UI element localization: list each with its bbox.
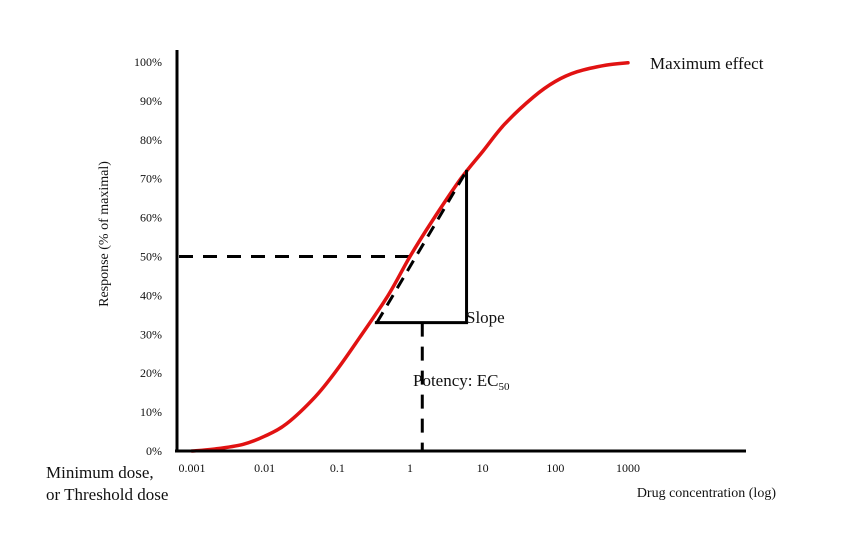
y-tick-labels: 0% 10% 20% 30% 40% 50% 60% 70% 80% 90% 100% [134, 55, 162, 458]
y-tick-label: 70% [140, 172, 162, 186]
y-tick-label: 30% [140, 327, 162, 341]
slope-triangle [374, 169, 469, 325]
potency-label-text: Potency: EC [413, 371, 498, 390]
potency-label-subscript: 50 [498, 381, 510, 393]
maximum-effect-label: Maximum effect [650, 54, 764, 73]
slope-dashed-tangent [375, 170, 468, 324]
x-tick-label: 1000 [616, 461, 640, 475]
x-tick-label: 100 [546, 461, 564, 475]
minimum-dose-label-line2: or Threshold dose [46, 485, 168, 504]
y-tick-label: 10% [140, 405, 162, 419]
x-tick-label: 0.001 [179, 461, 206, 475]
x-tick-label: 0.01 [254, 461, 275, 475]
minimum-dose-label-line1: Minimum dose, [46, 463, 154, 482]
x-tick-labels: 0.001 0.01 0.1 1 10 100 1000 [179, 461, 641, 475]
y-tick-label: 0% [146, 444, 162, 458]
y-tick-label: 80% [140, 133, 162, 147]
y-tick-label: 90% [140, 94, 162, 108]
y-axis-title: Response (% of maximal) [97, 161, 112, 307]
slope-label: Slope [466, 308, 505, 327]
y-tick-label: 60% [140, 211, 162, 225]
x-tick-label: 0.1 [330, 461, 345, 475]
potency-label: Potency: EC50 [413, 371, 510, 393]
x-axis-title: Drug concentration (log) [637, 486, 777, 501]
y-tick-label: 40% [140, 288, 162, 302]
x-tick-label: 10 [477, 461, 489, 475]
reference-lines [179, 255, 424, 451]
y-tick-label: 100% [134, 55, 162, 69]
dose-response-curve [190, 61, 630, 453]
y-tick-label: 20% [140, 366, 162, 380]
y-tick-label: 50% [140, 250, 162, 264]
x-tick-label: 1 [407, 461, 413, 475]
